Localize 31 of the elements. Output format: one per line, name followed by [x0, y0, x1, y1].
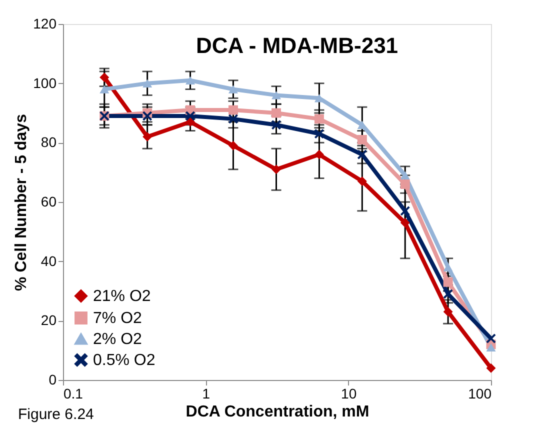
point — [443, 307, 453, 317]
y-tick-label: 80 — [40, 134, 57, 150]
x-axis-title: DCA Concentration, mM — [186, 404, 370, 420]
y-axis-title: % Cell Number - 5 days — [13, 114, 30, 291]
chart-title: DCA - MDA-MB-231 — [196, 33, 398, 58]
y-tick-label: 120 — [33, 16, 57, 32]
point — [400, 218, 410, 228]
legend-label: 2% O2 — [93, 331, 142, 348]
y-tick-label: 0 — [48, 372, 57, 388]
y-tick-label: 20 — [40, 312, 57, 328]
x-tick-label: 1 — [202, 386, 210, 402]
point — [314, 129, 324, 139]
point — [142, 132, 152, 142]
x-tick-label: 10 — [341, 386, 357, 402]
x-tick-label: 0.1 — [64, 386, 84, 402]
point — [186, 117, 196, 127]
point — [272, 164, 282, 174]
y-tick-label: 60 — [40, 194, 57, 210]
caption: Figure 6.24 — [18, 406, 94, 423]
legend-label: 0.5% O2 — [93, 352, 156, 369]
x-tick-label: 100 — [468, 386, 492, 402]
legend-label: 21% O2 — [93, 288, 151, 305]
y-tick-label: 40 — [40, 252, 57, 269]
point — [272, 91, 282, 100]
legend-label: 7% O2 — [93, 310, 142, 327]
point — [272, 108, 282, 118]
point — [186, 111, 196, 121]
y-tick-label: 100 — [33, 74, 57, 91]
point — [357, 176, 367, 186]
point — [272, 120, 282, 130]
point — [186, 76, 196, 84]
